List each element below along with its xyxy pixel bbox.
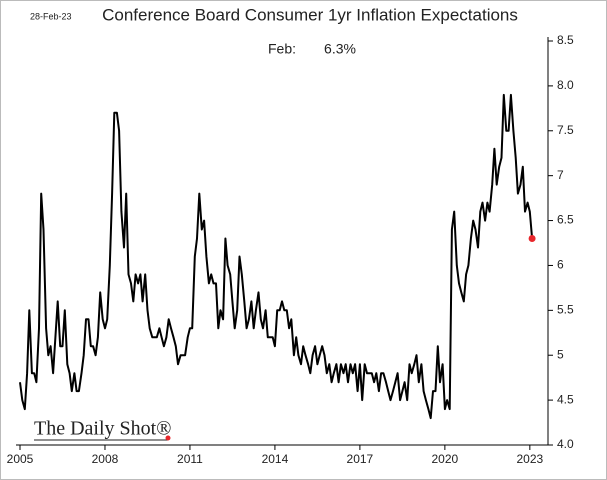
y-tick-label: 4.5 <box>557 392 574 406</box>
annotation-label: Feb: <box>268 41 296 57</box>
x-tick-label: 2005 <box>7 452 34 466</box>
x-tick-label: 2023 <box>516 452 543 466</box>
y-tick-label: 6.5 <box>557 213 574 227</box>
y-tick-label: 7 <box>557 168 564 182</box>
annotation-value: 6.3% <box>324 41 356 57</box>
y-tick-label: 8.5 <box>557 33 574 47</box>
x-tick-label: 2014 <box>262 452 289 466</box>
y-tick-label: 7.5 <box>557 123 574 137</box>
x-tick-label: 2020 <box>432 452 459 466</box>
y-tick-label: 8.0 <box>557 78 574 92</box>
date-label: 28-Feb-23 <box>30 11 72 21</box>
y-tick-label: 6 <box>557 258 564 272</box>
y-tick-label: 5 <box>557 347 564 361</box>
watermark-dot <box>165 435 171 441</box>
last-point <box>528 235 536 243</box>
chart-title: Conference Board Consumer 1yr Inflation … <box>102 5 518 24</box>
source-watermark: The Daily Shot® <box>34 418 171 440</box>
x-tick-label: 2011 <box>177 452 203 466</box>
y-tick-label: 4.0 <box>557 437 574 451</box>
x-tick-label: 2008 <box>92 452 119 466</box>
x-tick-label: 2017 <box>347 452 374 466</box>
line-series <box>19 93 534 420</box>
y-tick-label: 5.5 <box>557 303 574 317</box>
